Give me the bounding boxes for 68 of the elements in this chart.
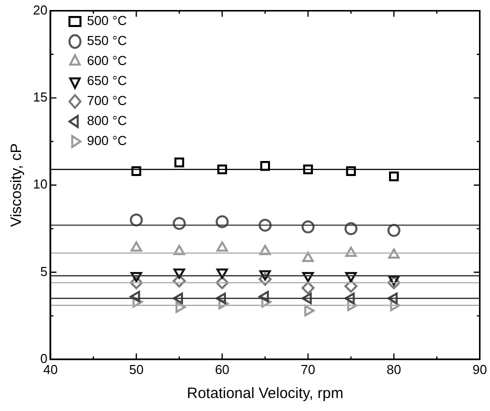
point <box>218 298 229 310</box>
x-tick-label: 90 <box>472 362 488 377</box>
point <box>173 244 186 256</box>
point <box>344 280 358 293</box>
point <box>130 241 142 252</box>
point <box>259 244 271 256</box>
point <box>216 276 229 290</box>
y-tick-label: 20 <box>32 2 48 18</box>
point <box>390 300 400 312</box>
point <box>172 216 186 230</box>
point <box>389 171 399 182</box>
point <box>302 292 312 304</box>
y-tick-label: 5 <box>40 264 48 279</box>
x-tick-label: 50 <box>129 362 144 377</box>
x-tick-label: 60 <box>214 362 230 377</box>
point <box>130 290 140 302</box>
legend-label: 600 °C <box>86 53 127 68</box>
y-tick-label: 0 <box>40 350 48 366</box>
point <box>131 166 142 176</box>
point <box>388 275 400 286</box>
point <box>302 252 314 262</box>
legend-label: 550 °C <box>86 33 127 48</box>
point <box>304 304 315 316</box>
point <box>345 246 357 257</box>
legend-label: 650 °C <box>86 73 127 88</box>
point <box>303 164 313 174</box>
point <box>258 290 269 302</box>
point <box>172 292 184 304</box>
point <box>302 220 315 234</box>
point <box>132 296 143 308</box>
point <box>216 241 228 252</box>
point <box>130 213 143 226</box>
y-tick-label: 15 <box>32 90 48 105</box>
legend-label: 700 °C <box>86 93 127 108</box>
legend-label: 800 °C <box>86 113 127 128</box>
legend-label: 500 °C <box>86 13 127 28</box>
point <box>216 215 229 228</box>
y-axis-title: Viscosity, cP <box>8 143 26 227</box>
point <box>216 292 226 304</box>
point <box>258 272 272 286</box>
point <box>260 161 270 171</box>
point <box>387 292 398 304</box>
y-tick-label: 10 <box>32 176 48 192</box>
x-tick-label: 80 <box>386 362 402 377</box>
x-axis-title: Rotational Velocity, rpm <box>186 385 344 402</box>
point <box>344 222 358 236</box>
point <box>259 270 271 280</box>
point <box>216 268 228 279</box>
point <box>130 272 142 282</box>
point <box>302 272 314 282</box>
point <box>217 164 228 174</box>
point <box>130 276 143 290</box>
point <box>176 301 186 313</box>
point <box>261 296 272 308</box>
point <box>344 292 355 304</box>
point <box>258 218 272 232</box>
point <box>387 224 400 237</box>
point <box>174 158 184 168</box>
point <box>172 274 186 288</box>
x-tick-label: 70 <box>300 362 316 377</box>
point <box>387 276 400 290</box>
point <box>346 166 356 176</box>
point <box>345 272 357 282</box>
point <box>388 248 400 259</box>
legend-label: 900 °C <box>86 133 127 148</box>
point <box>347 300 358 312</box>
point <box>173 268 186 279</box>
point <box>302 281 315 294</box>
